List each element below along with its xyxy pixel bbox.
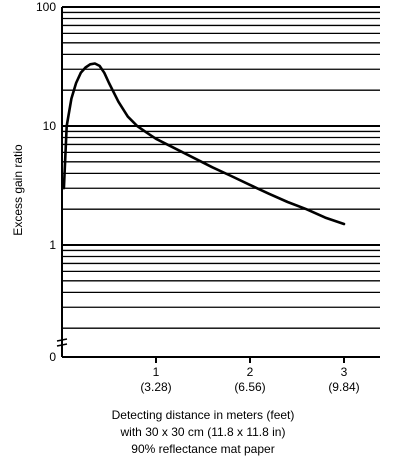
x-tick-sublabel: (9.84)	[328, 380, 359, 394]
x-axis-label-line-2: with 30 x 30 cm (11.8 x 11.8 in)	[120, 425, 286, 439]
y-tick-label: 100	[36, 0, 56, 14]
x-tick-sublabel: (6.56)	[234, 380, 265, 394]
x-tick-sublabel: (3.28)	[140, 380, 171, 394]
series-line-excess-gain	[62, 62, 346, 226]
y-axis-label: Excess gain ratio	[11, 144, 25, 236]
x-tick-label: 1	[153, 365, 160, 379]
x-axis-label-line-3: 90% reflectance mat paper	[131, 442, 274, 456]
chart-grid	[62, 6, 380, 329]
chart-series	[62, 62, 346, 226]
y-tick-label-zero: 0	[49, 350, 56, 364]
axis-break-mark	[56, 338, 68, 342]
x-tick-label: 3	[341, 365, 348, 379]
axis-break-mark	[56, 343, 68, 347]
chart-frame	[56, 6, 380, 358]
y-tick-label: 10	[43, 119, 57, 133]
x-axis-label-line-1: Detecting distance in meters (feet)	[112, 408, 295, 422]
x-tick-label: 2	[247, 365, 254, 379]
y-tick-label: 1	[49, 238, 56, 252]
